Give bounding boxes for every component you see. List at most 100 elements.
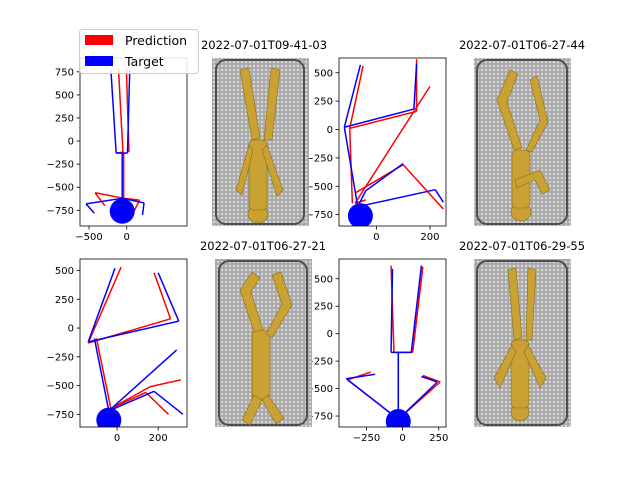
target-segment xyxy=(87,267,116,343)
target-segment xyxy=(343,64,362,128)
y-tick-label: 750 xyxy=(55,67,74,78)
plot-frame xyxy=(79,258,188,428)
y-tick-label: −250 xyxy=(306,357,333,368)
scan-image-panel-1: 2022-07-01T09-41-03 xyxy=(201,38,327,226)
prediction-segment xyxy=(94,192,106,207)
target-segment xyxy=(410,265,423,353)
target-segment xyxy=(344,108,415,128)
scan-image-panel-4: 2022-07-01T06-29-55 xyxy=(459,239,585,427)
body-figure xyxy=(239,271,293,426)
prediction-segment xyxy=(87,266,122,344)
y-tick-label: 0 xyxy=(68,137,74,148)
y-tick-label: −750 xyxy=(47,206,74,217)
target-segment xyxy=(346,373,376,380)
plot-area xyxy=(80,58,187,226)
target-head-marker xyxy=(347,203,373,226)
image-title: 2022-07-01T06-29-55 xyxy=(459,239,585,253)
prediction-segment xyxy=(110,391,147,410)
y-tick-label: 500 xyxy=(55,90,74,101)
prediction-segment xyxy=(349,110,417,130)
body-figure xyxy=(496,69,551,222)
y-tick-label: 250 xyxy=(55,295,74,306)
y-tick-label: −250 xyxy=(47,160,74,171)
y-tick-label: −750 xyxy=(47,410,74,421)
x-tick-label: 0 xyxy=(373,232,379,243)
plot-data xyxy=(85,68,145,224)
scan-image-panel-3: 2022-07-01T06-27-21 xyxy=(200,239,326,427)
target-segment xyxy=(390,268,394,353)
y-tick-label: 250 xyxy=(314,302,333,313)
target-segment xyxy=(157,272,180,322)
target-segment xyxy=(413,63,418,110)
y-tick-label: 250 xyxy=(314,97,333,108)
y-tick-label: 0 xyxy=(327,329,333,340)
target-segment xyxy=(357,188,436,208)
prediction-segment xyxy=(402,164,444,210)
scan-border xyxy=(215,59,305,225)
target-segment xyxy=(343,127,359,207)
y-tick-label: −500 xyxy=(47,183,74,194)
x-tick-label: 0 xyxy=(124,232,130,243)
plot-frame xyxy=(338,57,447,227)
target-segment xyxy=(85,203,95,214)
prediction-segment xyxy=(145,391,170,415)
y-tick-label: −500 xyxy=(306,384,333,395)
prediction-segment xyxy=(354,85,431,204)
x-tick-label: 0 xyxy=(114,433,120,444)
target-segment xyxy=(365,162,404,192)
target-head-marker xyxy=(385,409,411,427)
target-segment xyxy=(108,390,155,412)
y-tick-label: 500 xyxy=(314,68,333,79)
legend-swatch-prediction xyxy=(85,35,113,45)
pose-plot-1: −500 0 750 500 250 0 −250 −500 −750 xyxy=(47,57,188,243)
scan-border xyxy=(218,260,308,426)
y-tick-label: −750 xyxy=(306,210,333,221)
prediction-segment xyxy=(94,192,124,200)
plot-data xyxy=(87,266,184,427)
image-title: 2022-07-01T06-27-44 xyxy=(459,38,585,52)
pose-plot-4: −250 0 250 500 250 0 −250 −500 −750 xyxy=(306,258,448,444)
y-tick-label: −500 xyxy=(47,381,74,392)
prediction-segment xyxy=(117,68,124,153)
y-tick-label: −250 xyxy=(47,352,74,363)
prediction-segment xyxy=(348,65,364,129)
pose-plot-2: 0 200 500 250 0 −250 −500 −750 xyxy=(306,57,447,243)
target-segment xyxy=(141,202,145,216)
target-segment xyxy=(153,390,184,415)
target-segment xyxy=(85,197,123,205)
image-title: 2022-07-01T06-27-21 xyxy=(200,239,326,253)
prediction-segment xyxy=(153,272,172,320)
target-segment xyxy=(421,375,438,383)
target-segment xyxy=(108,349,178,412)
y-tick-label: −250 xyxy=(306,153,333,164)
legend-label-target: Target xyxy=(124,54,164,69)
prediction-segment xyxy=(422,374,441,383)
scan-border xyxy=(476,260,568,426)
y-tick-label: 0 xyxy=(327,125,333,136)
x-tick-label: −500 xyxy=(75,232,102,243)
plot-data xyxy=(345,265,441,427)
y-tick-label: −750 xyxy=(306,412,333,423)
x-tick-label: 250 xyxy=(429,433,448,444)
y-tick-label: 500 xyxy=(314,274,333,285)
scan-border xyxy=(476,59,568,225)
x-tick-label: 0 xyxy=(399,433,405,444)
scan-image-panel-2: 2022-07-01T06-27-44 xyxy=(459,38,585,226)
plot-data xyxy=(343,59,444,226)
legend-label-prediction: Prediction xyxy=(125,33,187,48)
x-tick-label: 200 xyxy=(420,232,439,243)
target-segment xyxy=(122,197,145,204)
target-segment xyxy=(88,320,179,343)
plot-frame xyxy=(338,258,447,428)
target-segment xyxy=(126,69,131,154)
target-segment xyxy=(434,189,444,203)
prediction-segment xyxy=(95,338,112,409)
target-head-marker xyxy=(109,198,135,224)
target-segment xyxy=(93,338,110,412)
y-tick-label: −500 xyxy=(306,182,333,193)
y-tick-label: 250 xyxy=(55,114,74,125)
target-segment xyxy=(110,69,117,154)
target-head-marker xyxy=(96,407,122,427)
image-title: 2022-07-01T09-41-03 xyxy=(201,38,327,52)
